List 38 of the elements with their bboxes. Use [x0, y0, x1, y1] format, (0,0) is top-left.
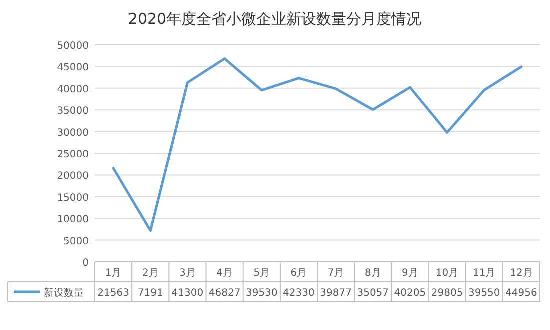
y-tick-label: 40000	[57, 84, 89, 96]
y-tick-label: 50000	[57, 41, 89, 52]
x-tick-label: 10月	[436, 268, 459, 279]
y-tick-label: 0	[82, 258, 89, 269]
x-tick-label: 12月	[510, 268, 533, 279]
data-label: 39530	[246, 288, 278, 299]
data-label: 39550	[468, 288, 500, 299]
x-tick-label: 11月	[473, 268, 496, 279]
y-tick-label: 20000	[57, 171, 89, 182]
y-tick-label: 45000	[57, 62, 89, 74]
line-series	[112, 58, 523, 232]
x-tick-label: 9月	[402, 268, 418, 279]
x-tick-label: 7月	[328, 268, 344, 279]
x-tick-label: 3月	[180, 268, 196, 279]
y-tick-label: 10000	[57, 214, 89, 226]
x-tick-label: 1月	[105, 268, 122, 279]
x-tick-label: 6月	[290, 268, 308, 279]
data-label: 29805	[431, 288, 464, 299]
y-tick-label: 5000	[64, 236, 89, 248]
data-label: 39877	[320, 288, 352, 299]
x-tick-label: 4月	[216, 268, 233, 279]
data-label: 46827	[208, 288, 241, 299]
chart-title: 2020年度全省小微企业新设数量分月度情况	[128, 10, 422, 28]
data-label: 7191	[138, 288, 164, 299]
x-tick-label: 8月	[364, 268, 382, 279]
data-label: 42330	[283, 288, 315, 299]
data-label: 40205	[394, 288, 426, 299]
legend-label: 新设数量	[44, 287, 84, 299]
data-label: 44956	[506, 288, 538, 299]
data-label: 41300	[172, 288, 204, 299]
y-tick-label: 30000	[57, 128, 89, 139]
y-tick-label: 35000	[57, 106, 89, 118]
data-label: 35057	[357, 288, 390, 299]
y-tick-label: 15000	[57, 192, 89, 204]
x-tick-label: 2月	[142, 268, 159, 279]
y-tick-label: 25000	[57, 150, 89, 160]
data-label: 21563	[98, 288, 130, 299]
x-tick-label: 5月	[254, 268, 270, 279]
